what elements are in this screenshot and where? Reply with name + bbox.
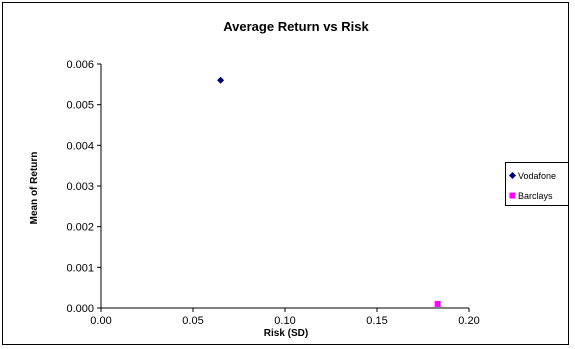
data-point-vodafone bbox=[217, 76, 225, 84]
square-icon bbox=[509, 192, 516, 199]
chart-title: Average Return vs Risk bbox=[223, 19, 369, 34]
x-tick-label: 0.15 bbox=[366, 315, 387, 327]
data-point-barclays bbox=[434, 300, 441, 307]
legend: Vodafone Barclays bbox=[505, 162, 569, 206]
y-tick-label: 0.001 bbox=[66, 262, 94, 274]
diamond-icon bbox=[509, 172, 516, 180]
y-axis-title: Mean of Return bbox=[29, 152, 40, 225]
chart-frame bbox=[2, 2, 569, 345]
y-tick-label: 0.000 bbox=[66, 303, 94, 315]
legend-item-vodafone: Vodafone bbox=[509, 169, 556, 181]
y-tick-label: 0.003 bbox=[66, 181, 94, 193]
tick-labels: 0.000 0.001 0.002 0.003 0.004 0.005 0.006 0.00 0… bbox=[66, 59, 479, 327]
axes bbox=[97, 63, 470, 312]
x-tick-label: 0.20 bbox=[458, 315, 479, 327]
x-tick-label: 0.00 bbox=[90, 315, 111, 327]
legend-label-barclays: Barclays bbox=[518, 190, 553, 201]
y-tick-label: 0.004 bbox=[66, 140, 94, 152]
data-points bbox=[217, 76, 441, 307]
x-axis-title: Risk (SD) bbox=[264, 328, 308, 339]
y-tick-label: 0.005 bbox=[66, 100, 94, 112]
y-tick-label: 0.006 bbox=[66, 59, 94, 71]
legend-item-barclays: Barclays bbox=[509, 189, 553, 201]
x-tick-label: 0.05 bbox=[182, 315, 203, 327]
y-tick-label: 0.002 bbox=[66, 222, 94, 234]
legend-label-vodafone: Vodafone bbox=[518, 170, 557, 181]
x-tick-label: 0.10 bbox=[274, 315, 295, 327]
